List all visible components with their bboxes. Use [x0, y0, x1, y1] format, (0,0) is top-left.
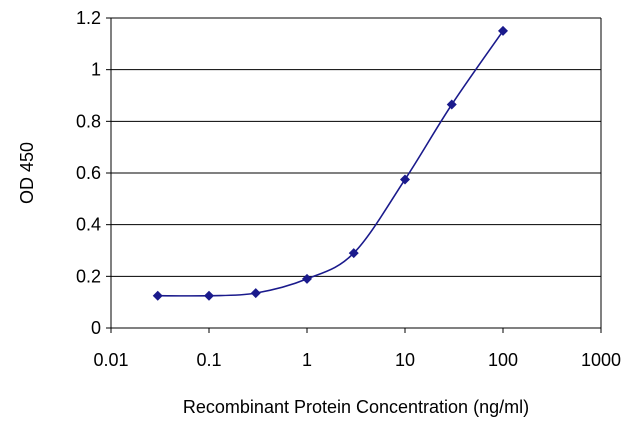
x-tick-label: 100	[488, 350, 518, 370]
data-point	[446, 99, 457, 110]
x-axis-title: Recombinant Protein Concentration (ng/ml…	[183, 397, 529, 417]
data-point	[152, 290, 163, 301]
grid-lines	[111, 17, 601, 277]
x-tick-label: 1000	[581, 350, 621, 370]
x-tick-label: 0.1	[196, 350, 221, 370]
x-tick-label: 0.01	[93, 350, 128, 370]
y-tick-label: 0.2	[76, 266, 101, 286]
y-tick-label: 0.8	[76, 111, 101, 131]
data-point	[400, 174, 410, 185]
y-tick-label: 0.6	[76, 163, 101, 183]
y-axis-title: OD 450	[17, 142, 37, 204]
tick-labels: 0 0.2 0.4 0.6 0.8 1 1.2 0.01 0.1 1 10 100 1000	[76, 8, 621, 370]
x-tick-label: 10	[395, 350, 415, 370]
data-point	[348, 248, 359, 259]
y-tick-label: 1.2	[76, 8, 101, 28]
data-point	[302, 273, 312, 284]
data-point	[498, 25, 508, 36]
data-point	[204, 290, 214, 301]
data-points	[152, 25, 508, 301]
data-point	[250, 288, 261, 299]
axes	[106, 17, 602, 333]
y-tick-label: 0.4	[76, 215, 101, 235]
x-tick-label: 1	[302, 350, 312, 370]
y-tick-label: 1	[91, 60, 101, 80]
y-tick-label: 0	[91, 318, 101, 338]
